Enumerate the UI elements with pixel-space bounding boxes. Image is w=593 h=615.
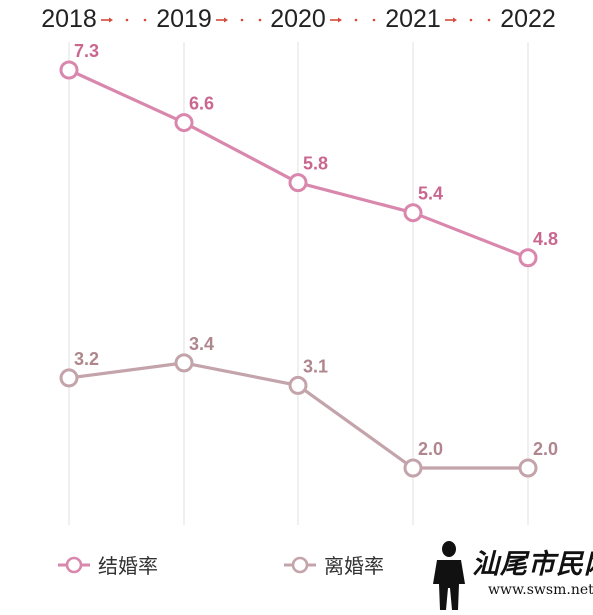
data-label: 5.4 [418,184,443,204]
timeline-arrow-icon [330,17,376,23]
timeline-arrow-icon [216,17,262,23]
timeline-arrow-icon [101,17,147,23]
timeline-arrow-head [224,17,228,23]
watermark-url: www.swsm.net [488,582,593,598]
data-label: 2.0 [533,439,558,459]
timeline-arrow-head [109,17,113,23]
data-point [518,458,538,478]
grid-lines [68,42,529,525]
legend: 结婚率 离婚率 [58,554,384,578]
year-label-2020: 2020 [270,5,326,33]
data-label: 7.3 [74,41,99,61]
data-point [288,375,308,395]
data-point [518,248,538,268]
legend-item-1: 结婚率 [58,554,158,578]
timeline-dot [240,18,244,22]
series-lines: 7.3 6.6 5.8 5.4 4.8 3.2 3.4 3.1 2.0 2.0 [59,41,558,478]
data-label: 3.4 [189,334,214,354]
year-header: 2018 2019 2020 2021 2022 [41,5,556,33]
watermark-logo: 汕尾市民网 www.swsm.net [430,540,593,612]
legend-marker [291,556,309,574]
data-point [403,458,423,478]
data-point [403,203,423,223]
timeline-dot [354,18,358,22]
silhouette-icon [433,541,465,610]
legend-label: 离婚率 [324,554,384,578]
data-point [59,368,79,388]
data-label: 4.8 [533,229,558,249]
legend-label: 结婚率 [98,554,158,578]
legend-marker [65,556,83,574]
data-label: 3.1 [303,356,328,376]
timeline-dot [143,18,147,22]
timeline-dot [487,18,491,22]
data-label: 3.2 [74,349,99,369]
data-label: 6.6 [189,94,214,114]
timeline-arrow-head [338,17,342,23]
series-2: 3.2 3.4 3.1 2.0 2.0 [59,334,558,478]
series-1: 7.3 6.6 5.8 5.4 4.8 [59,41,558,268]
timeline-dot [372,18,376,22]
data-point [288,173,308,193]
year-label-2019: 2019 [156,5,212,33]
data-point [174,113,194,133]
year-label-2018: 2018 [41,5,97,33]
data-label: 2.0 [418,439,443,459]
year-label-2021: 2021 [385,5,441,33]
data-point [174,353,194,373]
timeline-arrow-head [453,17,457,23]
timeline-dot [469,18,473,22]
timeline-dot [258,18,262,22]
data-point [59,60,79,80]
legend-item-2: 离婚率 [284,554,384,578]
timeline-arrow-icon [445,17,491,23]
timeline-dot [125,18,129,22]
data-label: 5.8 [303,154,328,174]
year-label-2022: 2022 [500,5,556,33]
watermark-text: 汕尾市民网 [472,549,593,580]
